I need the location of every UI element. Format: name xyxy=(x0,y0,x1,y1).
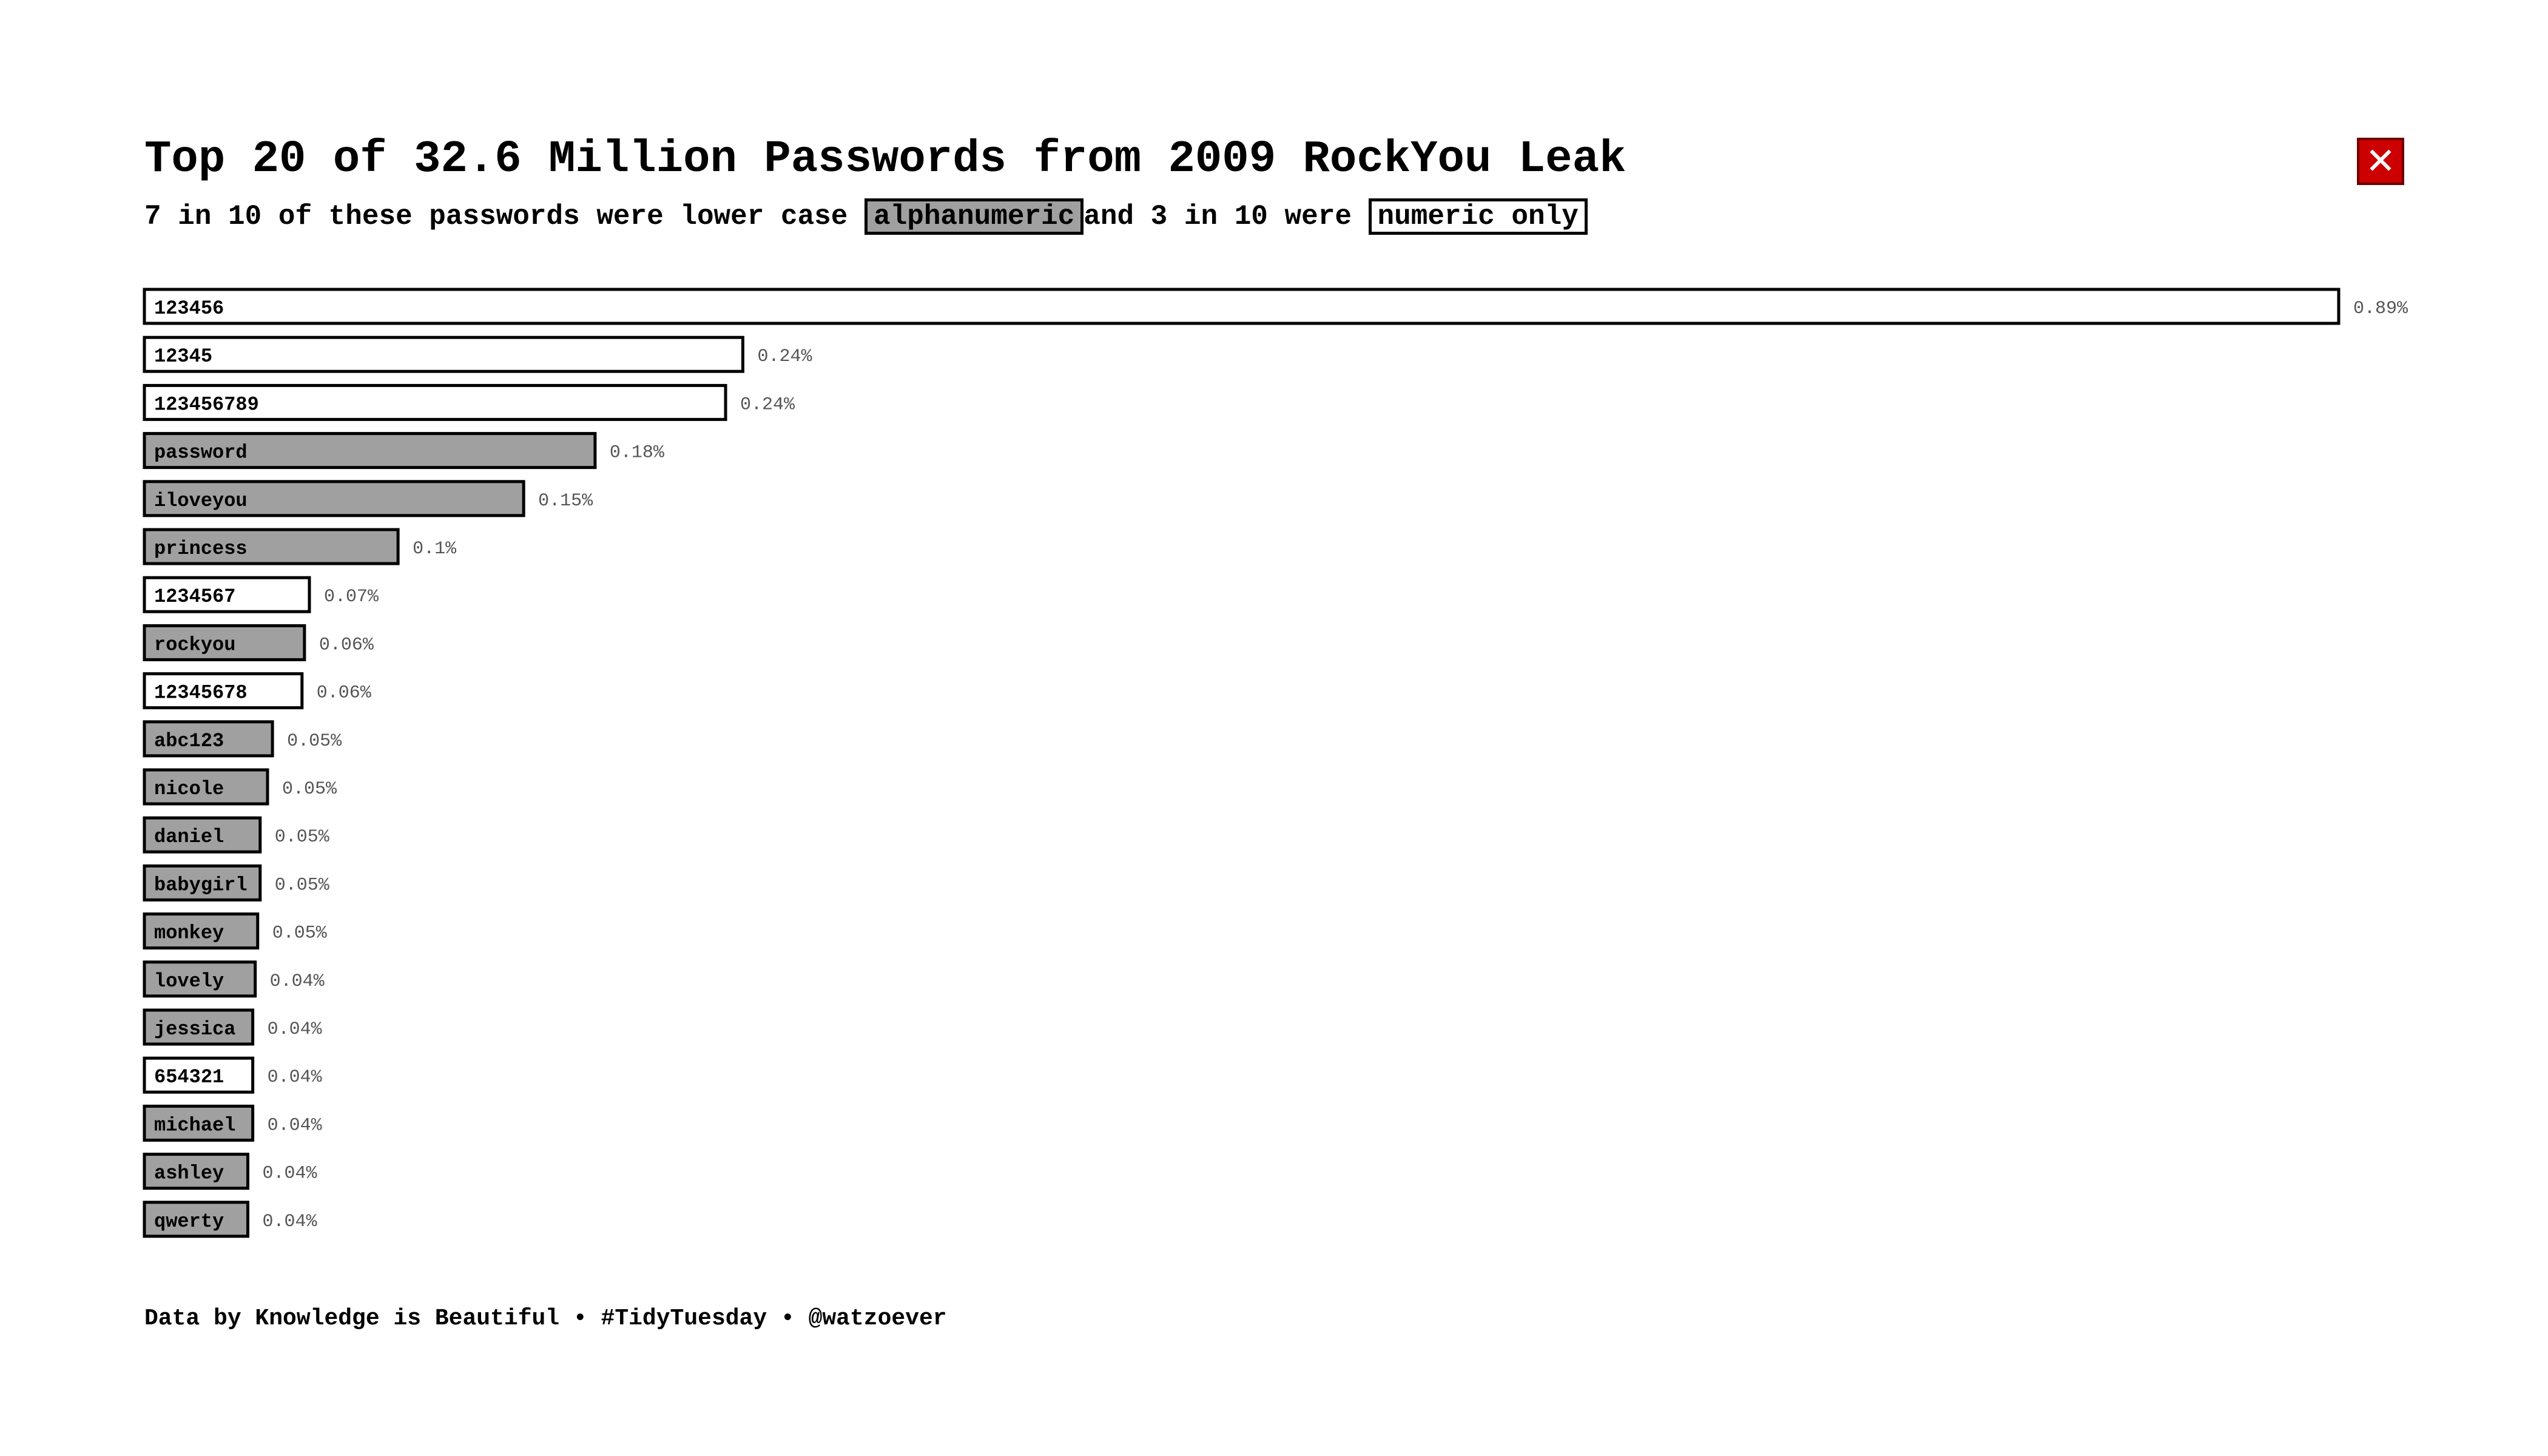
bar-654321 xyxy=(143,1056,255,1094)
password-bar-chart: 123456 0.89% 12345 0.24% 123456789 0.24% passw… xyxy=(143,288,2408,1238)
bar-label-123456: 123456 xyxy=(154,297,224,320)
bar-label-nicole: nicole xyxy=(154,778,224,800)
bar-qwerty xyxy=(143,1201,249,1238)
bar-nicole xyxy=(143,768,269,806)
bar-label-abc123: abc123 xyxy=(154,730,224,752)
bar-label-lovely: lovely xyxy=(154,970,224,993)
value-label-jessica: 0.04% xyxy=(268,1019,323,1040)
value-label-123456789: 0.24% xyxy=(740,394,795,415)
bar-label-babygirl: babygirl xyxy=(154,874,248,896)
bar-label-princess: princess xyxy=(154,538,248,560)
value-label-lovely: 0.04% xyxy=(270,971,325,992)
close-icon: ✕ xyxy=(2365,140,2396,183)
bar-ashley xyxy=(143,1153,249,1190)
bar-label-12345678: 12345678 xyxy=(154,682,248,704)
value-label-monkey: 0.05% xyxy=(272,923,328,944)
value-label-123456: 0.89% xyxy=(2353,298,2408,319)
chart-title: Top 20 of 32.6 Million Passwords from 20… xyxy=(144,134,1626,185)
value-label-password: 0.18% xyxy=(610,443,665,463)
bar-password xyxy=(143,432,597,470)
bar-123456789 xyxy=(143,383,727,421)
bar-12345678 xyxy=(143,672,304,710)
value-label-12345: 0.24% xyxy=(757,346,812,367)
bar-label-1234567: 1234567 xyxy=(154,585,235,608)
bar-label-daniel: daniel xyxy=(154,826,224,848)
bar-12345 xyxy=(143,335,744,373)
bar-label-monkey: monkey xyxy=(154,922,224,945)
bar-michael xyxy=(143,1104,255,1142)
value-label-rockyou: 0.06% xyxy=(319,635,374,655)
legend-numeric-only: numeric only xyxy=(1368,198,1588,235)
bar-label-iloveyou: iloveyou xyxy=(154,490,248,512)
bar-label-michael: michael xyxy=(154,1114,235,1136)
subtitle-middle: and 3 in 10 were xyxy=(1084,201,1352,232)
chart-subtitle: 7 in 10 of these passwords were lower ca… xyxy=(144,198,1588,235)
bar-label-qwerty: qwerty xyxy=(154,1210,224,1233)
value-label-nicole: 0.05% xyxy=(282,779,337,800)
value-label-abc123: 0.05% xyxy=(287,731,342,752)
bar-monkey xyxy=(143,912,260,950)
value-label-qwerty: 0.04% xyxy=(262,1212,317,1232)
bar-princess xyxy=(143,528,400,565)
value-label-12345678: 0.06% xyxy=(317,683,372,704)
value-label-iloveyou: 0.15% xyxy=(538,491,593,511)
close-button[interactable]: ✕ xyxy=(2357,138,2404,185)
bar-label-123456789: 123456789 xyxy=(154,393,259,416)
value-label-654321: 0.04% xyxy=(268,1067,323,1088)
bar-1234567 xyxy=(143,576,311,613)
bar-label-rockyou: rockyou xyxy=(154,633,235,656)
chart-footer: Data by Knowledge is Beautiful • #TidyTu… xyxy=(144,1306,947,1332)
value-label-michael: 0.04% xyxy=(268,1115,323,1136)
bar-daniel xyxy=(143,816,262,854)
bar-label-654321: 654321 xyxy=(154,1066,224,1088)
value-label-1234567: 0.07% xyxy=(324,587,379,607)
bar-lovely xyxy=(143,960,257,998)
bar-iloveyou xyxy=(143,480,525,517)
bar-rockyou xyxy=(143,624,306,661)
bar-123456 xyxy=(143,288,2341,325)
bar-abc123 xyxy=(143,720,274,758)
bar-babygirl xyxy=(143,864,262,902)
subtitle-prefix: 7 in 10 of these passwords were lower ca… xyxy=(144,201,848,232)
value-label-babygirl: 0.05% xyxy=(275,875,330,895)
bar-label-password: password xyxy=(154,442,248,464)
value-label-daniel: 0.05% xyxy=(275,827,330,848)
bar-jessica xyxy=(143,1008,255,1046)
legend-alphanumeric: alphanumeric xyxy=(864,198,1084,235)
bar-label-jessica: jessica xyxy=(154,1018,235,1040)
bar-label-12345: 12345 xyxy=(154,345,212,368)
value-label-ashley: 0.04% xyxy=(262,1164,317,1184)
bar-label-ashley: ashley xyxy=(154,1162,224,1185)
value-label-princess: 0.1% xyxy=(413,539,457,559)
